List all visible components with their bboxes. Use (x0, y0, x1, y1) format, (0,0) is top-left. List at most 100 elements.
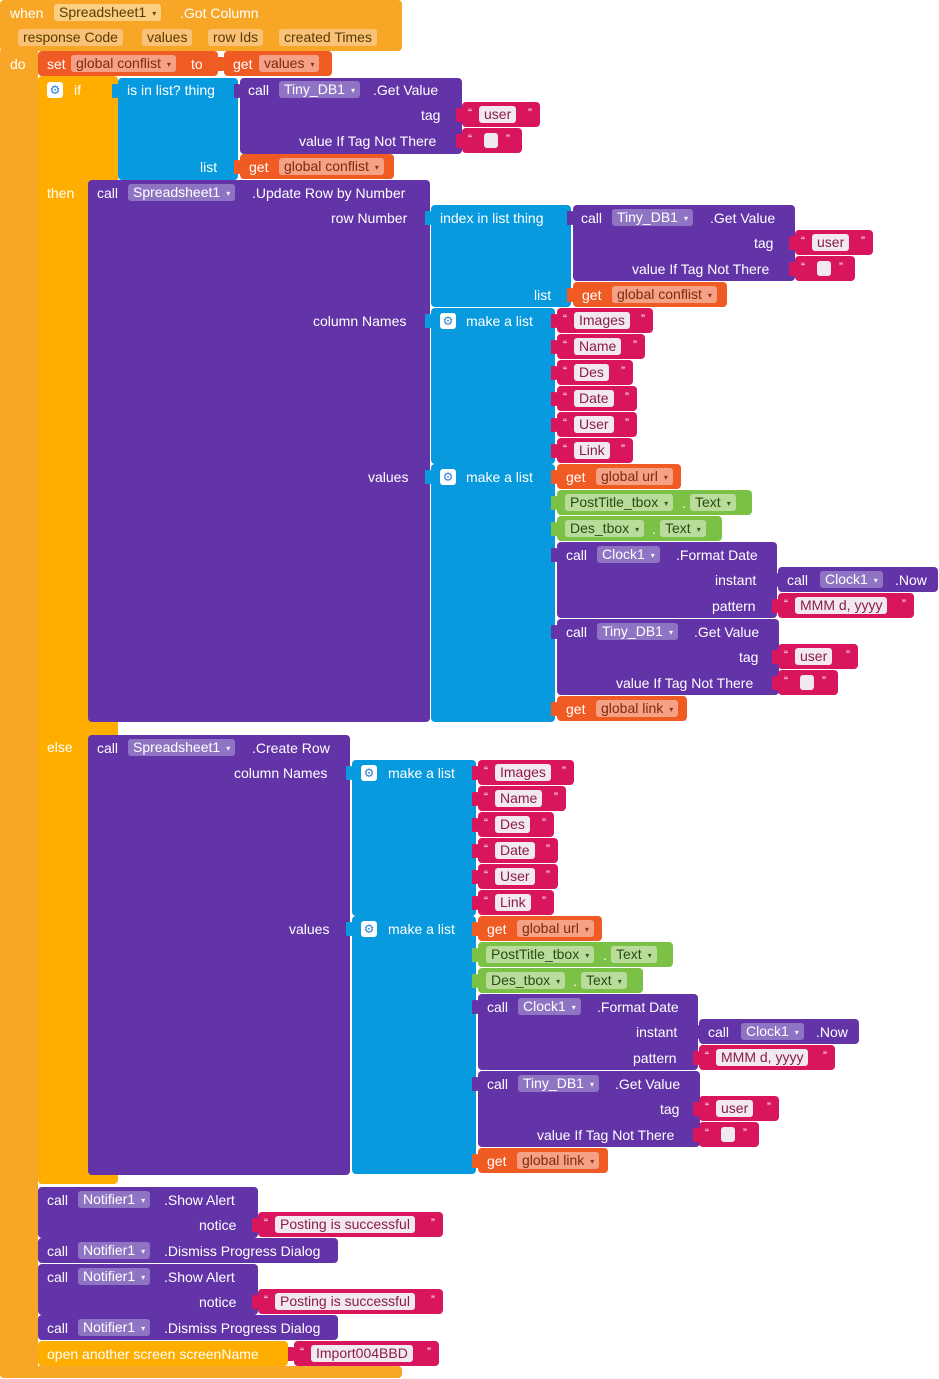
update-row-block[interactable] (88, 180, 430, 722)
dropdown-arrow-icon[interactable]: ▾ (590, 1157, 595, 1166)
column-string-date-value[interactable]: Date (574, 390, 614, 407)
screen-name-string-value[interactable]: Import004BBD (311, 1345, 413, 1362)
posttitle-text-block-property[interactable]: Text ▾ (690, 494, 736, 511)
create-column-string-des-value[interactable]: Des (495, 816, 530, 833)
dropdown-arrow-icon[interactable]: ▾ (152, 9, 157, 18)
not-there-empty-string-3-empty-value[interactable] (800, 675, 814, 690)
mutator-gear-icon[interactable]: ⚙ (440, 313, 456, 329)
create-column-string-date-value[interactable]: Date (495, 842, 535, 859)
create-column-string-user-value[interactable]: User (495, 868, 535, 885)
pattern-string-2-value[interactable]: MMM d, yyyy (716, 1049, 809, 1066)
clock-now-block-2-component[interactable]: Clock1 ▾ (741, 1023, 804, 1040)
column-string-des-value[interactable]: Des (574, 364, 609, 381)
get-global-conflist-2-var[interactable]: global conflist ▾ (612, 286, 717, 303)
dropdown-arrow-icon[interactable]: ▾ (141, 1324, 146, 1333)
event-component-dropdown[interactable]: Spreadsheet1 ▾ (54, 4, 162, 21)
tinydb-component-dropdown-3[interactable]: Tiny_DB1 ▾ (597, 623, 678, 640)
tag-user-string-value[interactable]: user (479, 106, 517, 123)
show-alert-block-2-component[interactable]: Notifier1 ▾ (78, 1268, 151, 1285)
open-screen-block[interactable] (38, 1341, 288, 1366)
tag-user-string-4-value[interactable]: user (716, 1100, 754, 1117)
update-row-component-dropdown[interactable]: Spreadsheet1 ▾ (128, 184, 236, 201)
des-text-block-2-component[interactable]: Des_tbox ▾ (486, 972, 566, 989)
dropdown-arrow-icon[interactable]: ▾ (635, 525, 640, 534)
clock-component-dropdown[interactable]: Clock1 ▾ (597, 546, 660, 563)
not-there-empty-string-4-empty-value[interactable] (721, 1127, 735, 1142)
index-in-list-block[interactable] (431, 205, 571, 307)
not-there-empty-string-empty-value[interactable] (484, 133, 498, 148)
get-global-url-2-var[interactable]: global url ▾ (517, 920, 594, 937)
dropdown-arrow-icon[interactable]: ▾ (794, 1028, 799, 1037)
column-string-name-value[interactable]: Name (574, 338, 622, 355)
dropdown-arrow-icon[interactable]: ▾ (650, 551, 655, 560)
mutator-gear-icon[interactable]: ⚙ (361, 765, 377, 781)
posttitle-text-block-component[interactable]: PostTitle_tbox ▾ (565, 494, 674, 511)
dropdown-arrow-icon[interactable]: ▾ (696, 525, 701, 534)
des-text-block-2-property[interactable]: Text ▾ (581, 972, 627, 989)
mutator-gear-icon[interactable]: ⚙ (361, 921, 377, 937)
create-row-component-dropdown[interactable]: Spreadsheet1 ▾ (128, 739, 236, 756)
dropdown-arrow-icon[interactable]: ▾ (647, 951, 652, 960)
des-text-block-property[interactable]: Text ▾ (660, 520, 706, 537)
clock-format-date-block-2[interactable] (478, 994, 698, 1070)
create-column-string-name-value[interactable]: Name (495, 790, 543, 807)
make-list-values-block[interactable] (431, 464, 555, 722)
tag-user-string-3-value[interactable]: user (795, 648, 833, 665)
dropdown-arrow-icon[interactable]: ▾ (141, 1273, 146, 1282)
make-list-values-block-2[interactable] (352, 916, 476, 1174)
create-column-string-images-value[interactable]: Images (495, 764, 551, 781)
dropdown-arrow-icon[interactable]: ▾ (374, 163, 379, 172)
column-string-link-value[interactable]: Link (574, 442, 610, 459)
get-values-dropdown[interactable]: values ▾ (259, 55, 320, 72)
tinydb-component-dropdown-2[interactable]: Tiny_DB1 ▾ (612, 209, 693, 226)
make-list-columns-block-2[interactable] (352, 760, 476, 916)
mutator-gear-icon[interactable]: ⚙ (440, 469, 456, 485)
get-global-link-2-var[interactable]: global link ▾ (517, 1152, 600, 1169)
dropdown-arrow-icon[interactable]: ▾ (683, 214, 688, 223)
show-alert-block-2-message-string-value[interactable]: Posting is successful (275, 1293, 415, 1310)
get-global-url-var[interactable]: global url ▾ (596, 468, 673, 485)
clock-now-block-component[interactable]: Clock1 ▾ (820, 571, 883, 588)
dropdown-arrow-icon[interactable]: ▾ (585, 951, 590, 960)
tinydb-component-dropdown-4[interactable]: Tiny_DB1 ▾ (518, 1075, 599, 1092)
pattern-string-value[interactable]: MMM d, yyyy (795, 597, 888, 614)
dropdown-arrow-icon[interactable]: ▾ (556, 977, 561, 986)
make-list-columns-block[interactable] (431, 308, 555, 464)
dropdown-arrow-icon[interactable]: ▾ (707, 291, 712, 300)
tag-user-string-2-value[interactable]: user (812, 234, 850, 251)
clock-format-date-block[interactable] (557, 542, 777, 618)
get-global-link-var[interactable]: global link ▾ (596, 700, 679, 717)
dropdown-arrow-icon[interactable]: ▾ (166, 60, 171, 69)
dropdown-arrow-icon[interactable]: ▾ (589, 1080, 594, 1089)
dropdown-arrow-icon[interactable]: ▾ (584, 925, 589, 934)
not-there-empty-string-2-empty-value[interactable] (817, 261, 831, 276)
dismiss-dialog-block-2-component[interactable]: Notifier1 ▾ (78, 1319, 151, 1336)
des-text-block-component[interactable]: Des_tbox ▾ (565, 520, 645, 537)
dropdown-arrow-icon[interactable]: ▾ (310, 60, 315, 69)
dropdown-arrow-icon[interactable]: ▾ (226, 189, 231, 198)
dropdown-arrow-icon[interactable]: ▾ (141, 1247, 146, 1256)
clock-component-dropdown-2[interactable]: Clock1 ▾ (518, 998, 581, 1015)
dropdown-arrow-icon[interactable]: ▾ (571, 1003, 576, 1012)
dropdown-arrow-icon[interactable]: ▾ (226, 744, 231, 753)
dropdown-arrow-icon[interactable]: ▾ (350, 86, 355, 95)
dropdown-arrow-icon[interactable]: ▾ (668, 628, 673, 637)
posttitle-text-block-2-component[interactable]: PostTitle_tbox ▾ (486, 946, 595, 963)
is-in-list-block[interactable] (118, 78, 238, 180)
posttitle-text-block-2-property[interactable]: Text ▾ (611, 946, 657, 963)
column-string-user-value[interactable]: User (574, 416, 614, 433)
dropdown-arrow-icon[interactable]: ▾ (669, 705, 674, 714)
dropdown-arrow-icon[interactable]: ▾ (617, 977, 622, 986)
mutator-gear-icon[interactable]: ⚙ (47, 82, 63, 98)
show-alert-block-component[interactable]: Notifier1 ▾ (78, 1191, 151, 1208)
set-var-dropdown[interactable]: global conflist ▾ (71, 55, 176, 72)
dropdown-arrow-icon[interactable]: ▾ (663, 473, 668, 482)
dropdown-arrow-icon[interactable]: ▾ (141, 1196, 146, 1205)
dropdown-arrow-icon[interactable]: ▾ (873, 576, 878, 585)
create-column-string-link-value[interactable]: Link (495, 894, 531, 911)
dropdown-arrow-icon[interactable]: ▾ (726, 499, 731, 508)
column-string-images-value[interactable]: Images (574, 312, 630, 329)
show-alert-block-message-string-value[interactable]: Posting is successful (275, 1216, 415, 1233)
create-row-block[interactable] (88, 735, 350, 1175)
dismiss-dialog-block-component[interactable]: Notifier1 ▾ (78, 1242, 151, 1259)
